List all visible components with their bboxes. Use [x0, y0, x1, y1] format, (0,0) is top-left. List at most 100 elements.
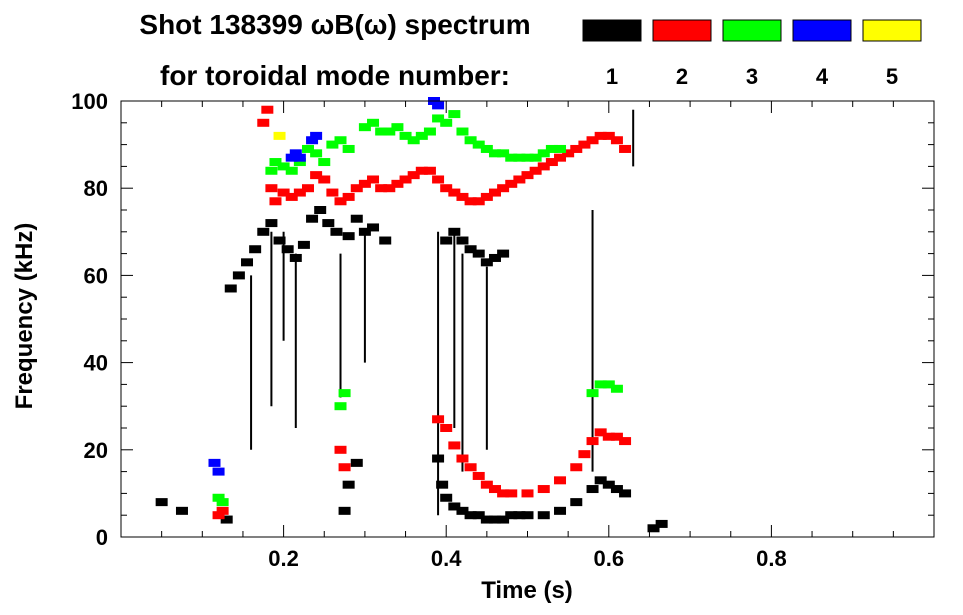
point-n=3 — [521, 153, 534, 162]
point-n=1 — [281, 245, 294, 254]
point-n=2 — [488, 188, 501, 197]
point-n=3 — [423, 127, 436, 136]
y-tick-labels: 0 20 40 60 80 100 — [71, 89, 108, 550]
point-n=2 — [423, 166, 436, 175]
point-n=1 — [367, 223, 380, 232]
point-n=2 — [440, 184, 453, 193]
point-n=2 — [440, 424, 453, 432]
point-n=2 — [529, 166, 542, 175]
point-n=1 — [513, 511, 526, 520]
point-n=1 — [448, 502, 461, 511]
point-n=1 — [379, 236, 392, 245]
point-n=2 — [301, 184, 314, 193]
point-n=1 — [647, 524, 660, 533]
point-n=2 — [277, 188, 290, 197]
point-n=2 — [554, 476, 567, 485]
point-n=2 — [488, 485, 501, 494]
point-n=1 — [480, 515, 493, 524]
point-n=1 — [220, 515, 233, 524]
point-n=2 — [342, 192, 355, 201]
point-n=3 — [440, 118, 453, 127]
point-n=1 — [232, 271, 245, 280]
point-n=1 — [497, 515, 510, 524]
point-n=1 — [464, 511, 477, 520]
point-n=1 — [249, 245, 262, 254]
point-n=2 — [554, 153, 567, 162]
point-n=2 — [257, 118, 270, 127]
y-tick-label: 60 — [84, 263, 108, 288]
point-n=1 — [273, 236, 286, 245]
point-n=2 — [265, 184, 278, 193]
point-n=2 — [358, 179, 371, 188]
y-tick-label: 40 — [84, 351, 108, 376]
point-n=3 — [301, 144, 314, 153]
point-n=2 — [586, 437, 599, 446]
point-n=1 — [314, 206, 327, 214]
point-n=3 — [513, 153, 526, 162]
point-n=1 — [432, 454, 445, 463]
point-n=2 — [216, 506, 229, 515]
point-n=2 — [464, 463, 477, 472]
point-n=2 — [513, 175, 526, 184]
point-n=2 — [480, 192, 493, 201]
point-n=3 — [529, 153, 542, 162]
point-n=4 — [289, 149, 302, 158]
point-n=1 — [472, 249, 485, 258]
y-tick-label: 100 — [71, 89, 108, 114]
point-n=2 — [338, 463, 351, 472]
series-n=2 — [212, 105, 632, 520]
point-n=1 — [655, 519, 668, 528]
point-n=3 — [456, 127, 469, 136]
point-n=2 — [415, 166, 428, 175]
point-n=2 — [448, 188, 461, 197]
point-n=2 — [497, 489, 510, 498]
legend-label-4: 4 — [816, 64, 829, 89]
point-n=2 — [537, 485, 550, 494]
point-n=1 — [322, 219, 335, 228]
point-n=2 — [619, 144, 632, 153]
y-tick-label: 80 — [84, 176, 108, 201]
x-tick-label: 0.4 — [431, 546, 462, 571]
legend-label-5: 5 — [886, 64, 898, 89]
point-n=3 — [338, 389, 351, 398]
point-n=3 — [537, 149, 550, 158]
point-n=1 — [554, 506, 567, 515]
point-n=1 — [224, 284, 237, 293]
point-n=2 — [480, 480, 493, 489]
point-n=2 — [610, 432, 623, 441]
point-n=3 — [448, 110, 461, 119]
x-axis-label: Time (s) — [481, 577, 573, 604]
x-tick-label: 0.2 — [268, 546, 299, 571]
point-n=3 — [216, 498, 229, 507]
point-n=2 — [505, 489, 518, 498]
point-n=4 — [306, 136, 319, 145]
point-n=2 — [594, 131, 607, 140]
point-n=2 — [472, 471, 485, 480]
point-n=1 — [297, 240, 310, 249]
point-n=2 — [545, 158, 558, 167]
point-n=1 — [330, 227, 343, 236]
point-n=2 — [310, 171, 323, 180]
point-n=4 — [310, 131, 323, 140]
point-n=3 — [367, 118, 380, 127]
point-n=2 — [594, 428, 607, 437]
point-n=3 — [554, 144, 567, 153]
point-n=1 — [338, 506, 351, 515]
point-n=2 — [578, 450, 591, 459]
point-n=2 — [456, 454, 469, 463]
point-n=1 — [241, 258, 254, 267]
point-n=3 — [415, 131, 428, 140]
point-n=1 — [342, 232, 355, 241]
point-n=1 — [594, 476, 607, 485]
point-n=3 — [505, 153, 518, 162]
point-n=3 — [358, 123, 371, 132]
chart-subtitle: for toroidal mode number: — [160, 60, 510, 91]
point-n=3 — [432, 114, 445, 123]
point-n=2 — [432, 415, 445, 424]
point-n=3 — [277, 162, 290, 171]
point-n=1 — [497, 249, 510, 258]
point-n=2 — [350, 184, 363, 193]
point-n=5 — [273, 131, 286, 140]
legend-swatch-5 — [862, 19, 922, 42]
